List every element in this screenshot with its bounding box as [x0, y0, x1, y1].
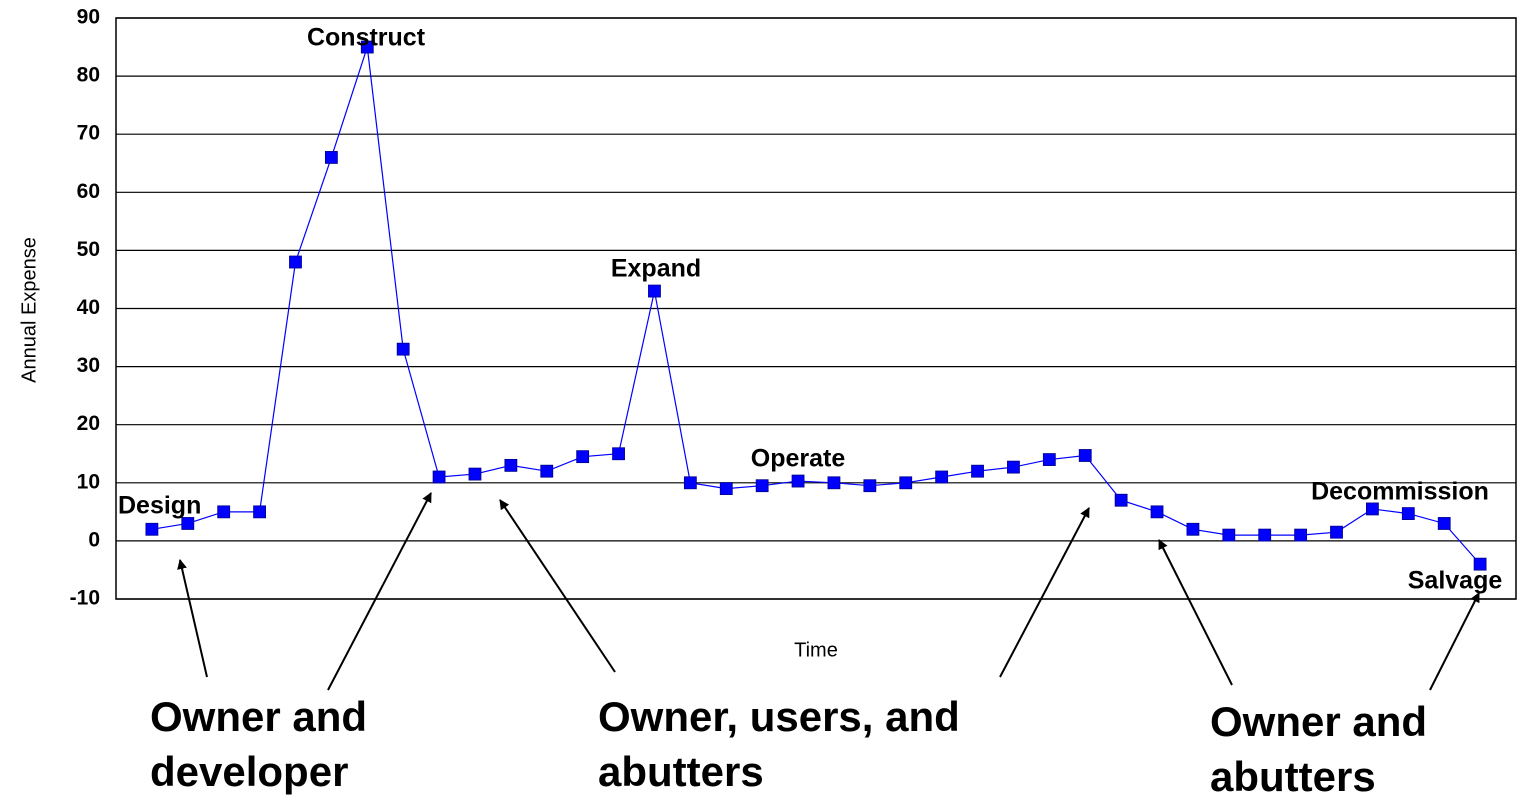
- data-point: [648, 284, 661, 298]
- data-point: [1114, 493, 1128, 507]
- data-point: [899, 476, 913, 490]
- arrow: [327, 492, 432, 691]
- phase-label: Operate: [751, 445, 846, 473]
- y-tick-label: 0: [88, 528, 100, 551]
- arrows: [177, 492, 1480, 691]
- data-point: [360, 40, 374, 54]
- data-point: [432, 470, 446, 484]
- data-point: [683, 476, 697, 490]
- data-point: [791, 474, 805, 488]
- phase-label: Decommission: [1311, 478, 1489, 506]
- data-point: [1258, 528, 1272, 542]
- y-tick-label: 90: [77, 6, 100, 29]
- plot-frame: [115, 17, 1517, 600]
- data-point: [612, 447, 625, 461]
- arrow: [1429, 592, 1480, 691]
- y-tick-label: 50: [77, 238, 100, 261]
- y-tick-label: 30: [77, 354, 100, 377]
- plot: [145, 40, 1487, 571]
- y-tick-label: 10: [77, 470, 100, 493]
- data-point: [181, 517, 195, 530]
- data-point: [468, 467, 482, 481]
- data-point: [1150, 505, 1164, 519]
- data-point: [1078, 449, 1092, 462]
- arrow: [177, 559, 208, 678]
- data-point: [971, 464, 984, 478]
- data-point: [324, 151, 338, 164]
- annotation: Owner and: [1210, 698, 1427, 745]
- series-line: [151, 46, 1481, 565]
- y-tick-label: 20: [77, 412, 100, 435]
- phase-label: Design: [118, 492, 201, 520]
- phase-label: Salvage: [1408, 567, 1503, 595]
- data-point: [540, 464, 554, 478]
- data-point: [863, 479, 877, 493]
- data-point: [827, 476, 841, 490]
- annotation: Owner and: [150, 693, 367, 740]
- y-tick-label: 80: [77, 64, 100, 87]
- data-point: [719, 482, 733, 496]
- data-point: [1330, 525, 1343, 539]
- phase-label: Expand: [611, 255, 701, 283]
- data-point: [1401, 507, 1415, 520]
- data-point: [504, 458, 518, 472]
- y-tick-label: -10: [70, 587, 100, 610]
- phase-label: Construct: [307, 24, 426, 52]
- data-point: [289, 255, 302, 269]
- annotation: developer: [150, 748, 348, 795]
- arrow: [499, 499, 616, 673]
- data-point: [576, 450, 590, 464]
- y-tick-label: 40: [77, 296, 100, 319]
- x-axis-title: Time: [794, 639, 838, 661]
- data-point: [1437, 517, 1451, 530]
- annotation: Owner, users, and: [598, 693, 960, 740]
- data-point: [145, 522, 159, 536]
- data-point: [253, 505, 266, 519]
- data-point: [1007, 460, 1020, 474]
- grid: [116, 17, 1516, 600]
- y-tick-label: 70: [77, 122, 100, 145]
- y-axis-title: Annual Expense: [18, 237, 40, 383]
- annotation: abutters: [1210, 753, 1376, 800]
- data-point: [396, 342, 410, 356]
- data-point: [755, 479, 769, 493]
- arrow: [999, 507, 1090, 678]
- y-tick-label: 60: [77, 180, 100, 203]
- data-point: [1294, 528, 1308, 542]
- data-point: [1473, 557, 1487, 571]
- data-point: [935, 470, 949, 484]
- data-point: [1042, 453, 1056, 466]
- data-point: [1366, 502, 1379, 516]
- data-point: [1222, 528, 1236, 542]
- arrow: [1158, 539, 1233, 686]
- data-point: [217, 505, 231, 519]
- annotation: abutters: [598, 748, 764, 795]
- data-point: [1186, 522, 1200, 536]
